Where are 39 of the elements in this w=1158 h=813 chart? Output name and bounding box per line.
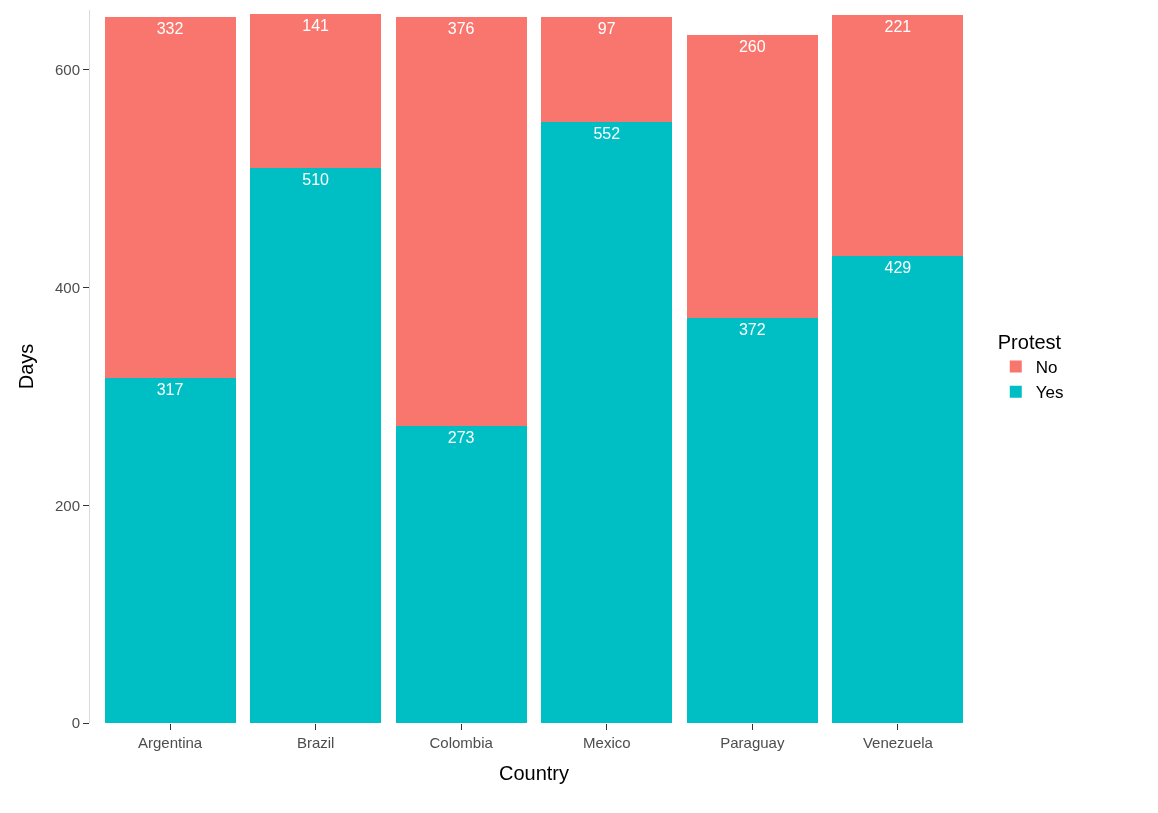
x-tick-label: Paraguay bbox=[720, 734, 785, 751]
bar bbox=[395, 16, 527, 426]
bar bbox=[541, 122, 673, 723]
data-label: 97 bbox=[597, 19, 616, 37]
data-label: 317 bbox=[156, 380, 184, 398]
y-tick-label: 200 bbox=[54, 496, 80, 514]
legend-title: Protest bbox=[997, 331, 1062, 353]
bar bbox=[541, 16, 673, 123]
data-label: 332 bbox=[156, 19, 184, 37]
data-label: 260 bbox=[738, 38, 766, 56]
data-label: 273 bbox=[447, 428, 475, 446]
y-tick-label: 600 bbox=[54, 61, 80, 79]
bar bbox=[250, 14, 382, 168]
y-tick-label: 0 bbox=[71, 714, 80, 732]
data-label: 429 bbox=[884, 259, 912, 277]
data-label: 372 bbox=[738, 321, 766, 339]
x-tick-label: Mexico bbox=[583, 734, 631, 751]
y-axis-title: Days bbox=[15, 343, 38, 390]
bar bbox=[832, 15, 964, 257]
data-label: 510 bbox=[302, 170, 330, 188]
x-axis-title: Country bbox=[498, 761, 570, 784]
data-label: 221 bbox=[884, 18, 912, 36]
x-tick-label: Brazil bbox=[296, 734, 335, 751]
bar bbox=[250, 167, 382, 723]
data-label: 376 bbox=[447, 19, 475, 37]
x-tick-label: Colombia bbox=[429, 734, 494, 751]
bar bbox=[686, 35, 818, 319]
legend-label: No bbox=[1035, 358, 1058, 378]
data-label: 141 bbox=[302, 17, 330, 35]
bar bbox=[395, 425, 527, 723]
data-label: 552 bbox=[593, 125, 621, 143]
bar bbox=[686, 318, 818, 723]
bar bbox=[104, 16, 236, 378]
y-tick-label: 400 bbox=[54, 278, 80, 296]
x-tick-label: Venezuela bbox=[862, 734, 934, 751]
bar bbox=[832, 256, 964, 723]
legend-label: Yes bbox=[1035, 383, 1064, 403]
bar bbox=[104, 377, 236, 723]
x-tick-label: Argentina bbox=[137, 734, 203, 751]
